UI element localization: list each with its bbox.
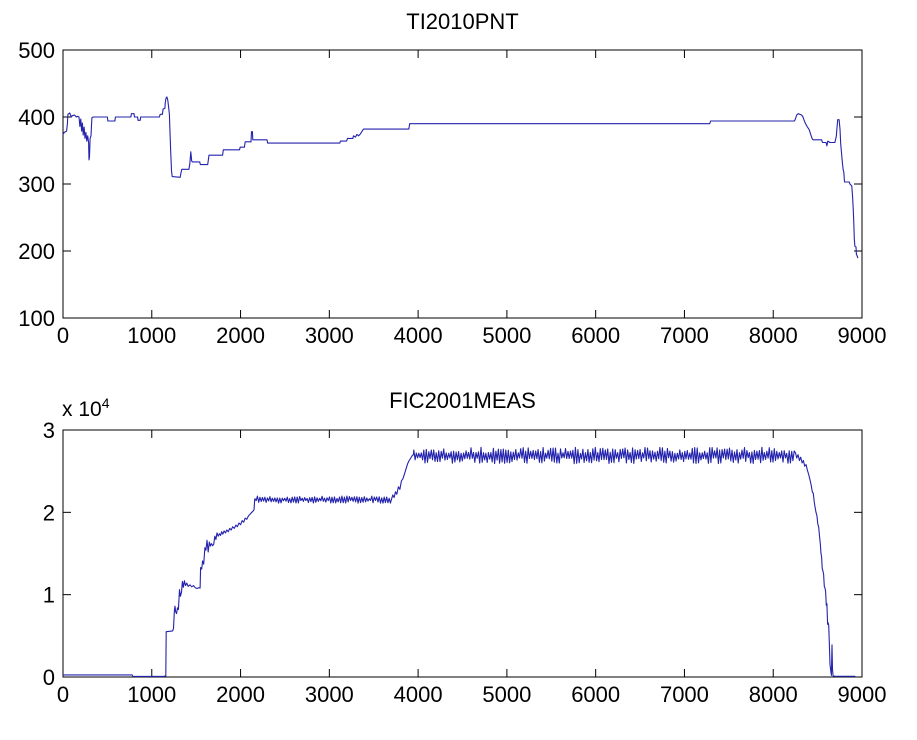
y-tick-label: 400 bbox=[18, 105, 55, 130]
y-tick-label: 0 bbox=[43, 665, 55, 690]
y-tick-label: 300 bbox=[18, 172, 55, 197]
x-tick-label: 8000 bbox=[749, 682, 798, 707]
y-tick-label: 3 bbox=[43, 418, 55, 443]
top-chart-title: TI2010PNT bbox=[406, 9, 519, 34]
x-tick-label: 1000 bbox=[127, 682, 176, 707]
axes-box bbox=[62, 49, 863, 319]
x-tick-label: 1000 bbox=[127, 323, 176, 348]
y-tick-label: 2 bbox=[43, 500, 55, 525]
y-tick-label: 500 bbox=[18, 38, 55, 63]
x-tick-label: 3000 bbox=[305, 323, 354, 348]
x-tick-label: 6000 bbox=[571, 323, 620, 348]
x-tick-label: 7000 bbox=[660, 323, 709, 348]
x-tick-label: 5000 bbox=[482, 682, 531, 707]
x-tick-label: 8000 bbox=[749, 323, 798, 348]
x-tick-label: 7000 bbox=[660, 682, 709, 707]
x-tick-label: 9000 bbox=[838, 682, 887, 707]
x-tick-label: 2000 bbox=[216, 682, 265, 707]
exponent-power: 4 bbox=[101, 395, 110, 411]
x-tick-label: 5000 bbox=[482, 323, 531, 348]
exponent-base: x 10 bbox=[62, 398, 102, 421]
x-tick-label: 2000 bbox=[216, 323, 265, 348]
data-line bbox=[62, 446, 856, 677]
x-tick-label: 9000 bbox=[838, 323, 887, 348]
x-tick-label: 4000 bbox=[394, 323, 443, 348]
y-axis-exponent-label: x 104 bbox=[62, 393, 110, 420]
x-tick-label: 0 bbox=[57, 323, 69, 348]
x-tick-label: 0 bbox=[57, 682, 69, 707]
x-tick-label: 6000 bbox=[571, 682, 620, 707]
bottom-chart-title: FIC2001MEAS bbox=[389, 388, 536, 413]
y-tick-label: 1 bbox=[43, 583, 55, 608]
x-tick-label: 4000 bbox=[394, 682, 443, 707]
y-tick-label: 200 bbox=[18, 239, 55, 264]
data-line bbox=[62, 96, 859, 259]
y-tick-label: 100 bbox=[18, 306, 55, 331]
x-tick-label: 3000 bbox=[305, 682, 354, 707]
axes-box bbox=[62, 429, 863, 678]
